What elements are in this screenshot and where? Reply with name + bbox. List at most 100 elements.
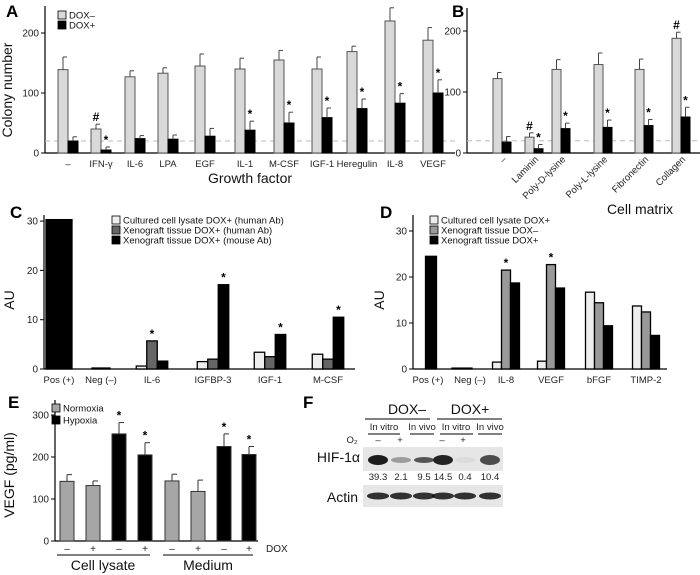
category-label: M-CSF xyxy=(313,375,343,386)
legend-label: Xenograft tissue DOX+ (mouse Ab) xyxy=(123,236,272,247)
band-quantification: 14.5 xyxy=(434,472,453,483)
panel-label: E xyxy=(8,393,19,412)
category-label: – xyxy=(498,154,510,166)
hif-band xyxy=(480,455,500,465)
bar xyxy=(217,284,230,370)
o2-level: + xyxy=(460,435,466,446)
bar xyxy=(501,141,512,154)
significance-mark: # xyxy=(526,119,533,133)
bar xyxy=(59,480,75,542)
legend-label: Normoxia xyxy=(63,404,104,415)
bar xyxy=(554,287,566,370)
hif-band xyxy=(414,457,434,463)
bar xyxy=(384,20,396,154)
category-label: LPA xyxy=(159,159,177,170)
bar xyxy=(167,138,179,154)
bar xyxy=(593,64,604,154)
category-label: TIMP-2 xyxy=(630,375,661,386)
bar xyxy=(216,446,232,542)
bar xyxy=(509,282,521,370)
panel-label: C xyxy=(10,203,22,222)
bar xyxy=(584,291,596,370)
y-tick-label: 0 xyxy=(33,149,39,160)
actin-band xyxy=(413,492,435,500)
dox-level: – xyxy=(221,544,227,555)
y-tick-label: 0 xyxy=(401,365,407,376)
actin-band xyxy=(390,492,412,500)
significance-mark: * xyxy=(398,80,403,94)
bar xyxy=(234,68,246,154)
legend-label: Cultured cell lysate DOX+ (human Ab) xyxy=(123,216,284,227)
dox-level: – xyxy=(116,544,122,555)
legend-swatch xyxy=(57,20,67,30)
category-label: Neg (–) xyxy=(85,375,117,386)
y-tick-label: 100 xyxy=(32,495,49,506)
panel-label: B xyxy=(452,2,464,21)
panel-a: A 0 100 200 – # * IFN-γ IL-6 LPA EGF * IL-1 * M-CSF * IG… xyxy=(0,2,455,186)
subheader: In vivo xyxy=(476,422,503,433)
significance-mark: * xyxy=(436,66,441,80)
dox-level: + xyxy=(90,544,96,555)
dox-level: + xyxy=(142,544,148,555)
significance-mark: * xyxy=(563,109,568,123)
y-tick-label: 30 xyxy=(27,217,39,228)
category-label: IGF-1 xyxy=(310,159,334,170)
category-label: IL-1 xyxy=(237,159,253,170)
panel-c: C 0 10 20 30 Pos (+) Neg (–) * IL-6 * IGFBP-3 * IGF-… xyxy=(1,203,355,386)
dox-label: DOX xyxy=(266,544,288,555)
significance-mark: * xyxy=(117,409,122,423)
group-label: Medium xyxy=(183,557,233,573)
legend-label: Xenograft tissue DOX– xyxy=(441,226,539,237)
bar xyxy=(451,367,473,370)
bar xyxy=(156,360,169,370)
bar xyxy=(422,39,434,154)
significance-mark: * xyxy=(278,320,283,334)
legend-swatch xyxy=(51,403,61,413)
bar xyxy=(196,360,209,370)
legend-label: DOX– xyxy=(69,11,96,22)
hif-band xyxy=(368,455,388,465)
category-label: Heregulin xyxy=(337,159,378,170)
dox-level: – xyxy=(169,544,175,555)
category-label: IFN-γ xyxy=(89,159,112,170)
bar xyxy=(253,351,266,370)
significance-mark: * xyxy=(104,133,109,147)
bar xyxy=(274,333,287,370)
significance-mark: * xyxy=(336,303,341,317)
x-axis-label: Growth factor xyxy=(208,170,292,186)
legend-swatch xyxy=(111,235,121,245)
bar xyxy=(322,358,334,370)
significance-mark: * xyxy=(360,85,365,99)
bar xyxy=(273,59,285,154)
category-label: M-CSF xyxy=(269,159,299,170)
group-label: Cell lysate xyxy=(71,557,136,573)
y-axis-label: Colony number xyxy=(0,42,15,137)
legend-swatch xyxy=(51,415,61,425)
bar xyxy=(346,51,358,154)
condition-header: DOX+ xyxy=(451,401,490,417)
panel-label: F xyxy=(303,393,313,412)
panel-d: D 0 10 20 30 Pos (+) Neg (–) * IL-8 * VEGF bFGF TIMP… xyxy=(371,203,667,386)
y-tick-label: 30 xyxy=(396,227,408,238)
bar xyxy=(551,68,562,154)
y-tick-label: 200 xyxy=(32,453,49,464)
category-label: VEGF xyxy=(538,375,564,386)
category-label: Neg (–) xyxy=(454,375,486,386)
bar xyxy=(311,68,323,154)
bar xyxy=(321,117,333,154)
legend-swatch xyxy=(429,235,439,245)
bar xyxy=(146,340,158,370)
bar xyxy=(356,108,368,154)
hif-band xyxy=(455,457,475,463)
bar xyxy=(671,37,682,154)
significance-mark: * xyxy=(287,98,292,112)
category-label: IL-8 xyxy=(387,159,403,170)
bar xyxy=(311,353,324,370)
row-label-actin: Actin xyxy=(327,489,358,505)
panel-b: B0100200–#*Laminin*Poly-D-lysine*Poly-L-… xyxy=(444,2,700,217)
bar xyxy=(157,72,169,154)
y-tick-label: 10 xyxy=(27,315,39,326)
category-label: IL-6 xyxy=(127,159,143,170)
bar xyxy=(283,122,295,154)
